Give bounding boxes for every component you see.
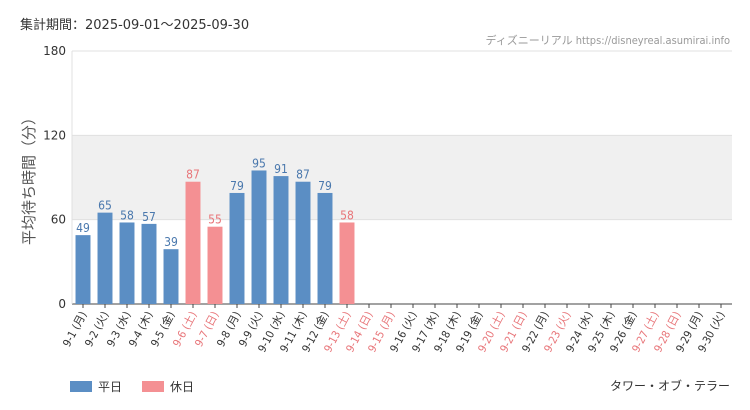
data-label: 91: [274, 162, 288, 176]
bar-9-13 (土): [339, 222, 355, 304]
site-credit: ディズニーリアル https://disneyreal.asumirai.inf…: [485, 34, 730, 47]
y-tick-label: 180: [43, 44, 66, 58]
data-label: 58: [340, 208, 354, 222]
legend-holiday: 休日: [142, 378, 194, 395]
y-tick-label: 60: [51, 213, 66, 227]
bar-9-12 (金): [317, 192, 333, 304]
legend-weekday-label: 平日: [98, 380, 123, 394]
data-label: 65: [98, 199, 112, 213]
attraction-name: タワー・オブ・テラー: [609, 379, 730, 393]
data-label: 49: [76, 221, 90, 235]
data-label: 39: [164, 235, 178, 249]
bar-9-6 (土): [185, 181, 201, 304]
bar-9-7 (日): [207, 226, 223, 304]
bar-9-2 (火): [97, 212, 113, 304]
y-tick-label: 0: [58, 297, 66, 311]
legend: 平日 休日: [70, 378, 194, 395]
data-label: 95: [252, 156, 266, 170]
bar-9-8 (月): [229, 192, 245, 304]
period-label: 集計期間：2025-09-01～2025-09-30: [20, 18, 250, 33]
y-axis-title: 平均待ち時間（分）: [20, 110, 38, 245]
bar-9-11 (木): [295, 181, 311, 304]
data-label: 58: [120, 208, 134, 222]
data-label: 87: [186, 168, 200, 182]
bar-9-10 (水): [273, 176, 289, 304]
y-tick-label: 120: [43, 128, 66, 142]
legend-holiday-label: 休日: [170, 380, 195, 394]
holiday-swatch: [142, 381, 165, 392]
legend-weekday: 平日: [70, 378, 122, 395]
bar-9-5 (金): [163, 249, 179, 304]
data-label: 79: [230, 179, 244, 193]
data-label: 55: [208, 213, 222, 227]
bar-9-9 (火): [251, 170, 267, 304]
shaded-band: [72, 135, 732, 220]
bar-9-1 (月): [75, 235, 91, 304]
data-label: 87: [296, 168, 310, 182]
bar-9-3 (水): [119, 222, 135, 304]
bar-9-4 (木): [141, 223, 157, 304]
data-label: 57: [142, 210, 156, 224]
weekday-swatch: [70, 381, 92, 392]
data-label: 79: [318, 179, 332, 193]
